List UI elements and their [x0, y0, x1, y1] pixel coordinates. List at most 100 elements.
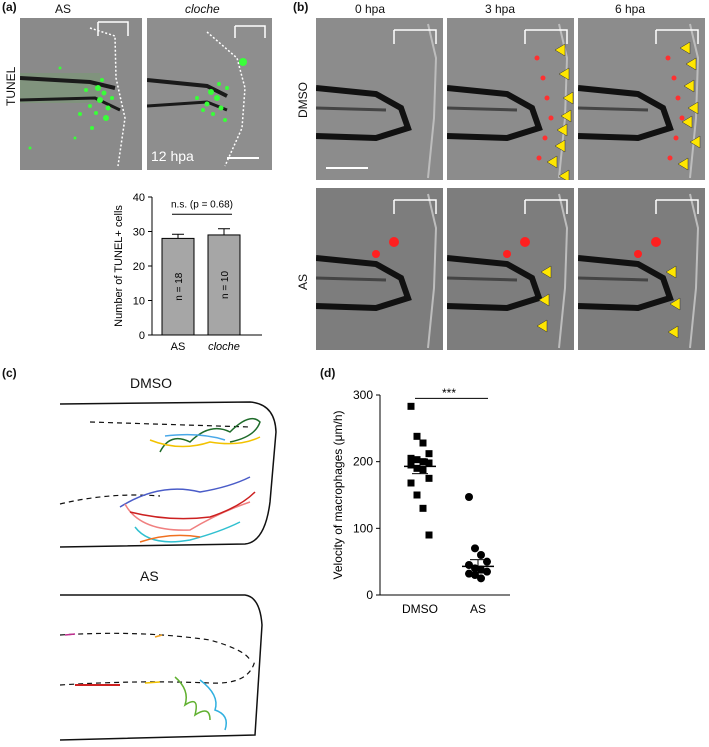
micrograph-as-3hpa: [447, 188, 574, 350]
scale-bracket: [524, 199, 568, 214]
y-tick-label: 100: [353, 521, 373, 535]
yellow-arrowhead: [560, 109, 572, 123]
red-cell: [548, 115, 554, 121]
red-cell: [542, 135, 548, 141]
data-point-DMSO: [425, 459, 433, 467]
data-point-DMSO: [413, 491, 421, 499]
significance-label: n.s. (p = 0.68): [171, 199, 233, 210]
yellow-arrowhead: [554, 43, 566, 57]
panel-c-title-as: AS: [140, 568, 159, 584]
yellow-arrowhead: [681, 115, 693, 129]
panel-b-label: (b): [293, 0, 309, 14]
data-point-DMSO: [407, 461, 415, 469]
yellow-arrowhead: [689, 135, 701, 149]
micrograph-dmso-3hpa: [447, 18, 574, 180]
data-point-DMSO: [407, 402, 415, 410]
time-label: 12 hpa: [151, 148, 194, 164]
red-cell: [389, 237, 399, 247]
data-point-DMSO: [413, 432, 421, 440]
data-point-AS: [471, 544, 479, 553]
red-cell: [665, 55, 671, 61]
red-cell: [675, 95, 681, 101]
bar-n-label: n = 10: [220, 271, 231, 300]
yellow-arrowhead: [683, 79, 695, 93]
y-axis-label: Number of TUNEL+ cells: [113, 205, 125, 327]
red-cell: [667, 155, 673, 161]
red-cell: [544, 95, 550, 101]
tunel-cloche-image: 12 hpa: [147, 18, 272, 170]
red-cell: [679, 115, 685, 121]
yellow-arrowhead: [558, 169, 570, 180]
yellow-arrowhead: [687, 101, 699, 115]
x-tick-label: AS: [470, 602, 486, 616]
yellow-arrowhead: [685, 57, 697, 71]
data-point-AS: [483, 567, 491, 576]
data-point-DMSO: [407, 479, 415, 487]
micrograph-dmso-6hpa: [578, 18, 705, 180]
y-tick-label: 30: [133, 227, 145, 239]
y-tick-label: 300: [353, 388, 373, 402]
red-cell: [372, 250, 380, 258]
x-tick-label: AS: [171, 341, 186, 353]
yellow-arrowhead: [677, 157, 689, 171]
data-point-DMSO: [413, 456, 421, 464]
data-point-AS: [483, 557, 491, 566]
panel-a-col-label-as: AS: [55, 2, 72, 16]
red-cell: [520, 237, 530, 247]
y-tick-label: 40: [133, 192, 145, 204]
yellow-arrowhead: [546, 155, 558, 169]
data-point-DMSO: [419, 439, 427, 447]
yellow-arrowhead: [538, 293, 550, 307]
macrophage-tracks-as: [59, 594, 263, 741]
panel-a-row-label: TUNEL: [4, 66, 18, 106]
data-point-DMSO: [419, 458, 427, 466]
scale-bracket: [655, 29, 699, 44]
panel-b-col-label-0: 0 hpa: [355, 2, 386, 16]
scale-bracket: [393, 199, 437, 214]
yellow-arrowhead: [554, 139, 566, 153]
red-cell: [634, 250, 642, 258]
red-cell: [651, 237, 661, 247]
data-point-DMSO: [419, 504, 427, 512]
red-cell: [536, 155, 542, 161]
panel-a-label: (a): [2, 0, 17, 14]
data-point-AS: [465, 493, 473, 501]
tunel-count-bar-chart: 0 10 20 30 40 n = 18 AS n = 10 cloche n.s. (p = 0…: [113, 192, 262, 353]
yellow-arrowhead: [669, 297, 681, 311]
y-tick-label: 20: [133, 261, 145, 273]
yellow-arrowhead: [556, 123, 568, 137]
red-cell: [534, 55, 540, 61]
y-tick-label: 0: [366, 588, 373, 602]
y-axis-label: Velocity of macrophages (μm/h): [331, 411, 345, 580]
tunel-as-image: [20, 18, 142, 170]
panel-b-row-label-dmso: DMSO: [296, 82, 310, 118]
data-point-AS: [477, 574, 485, 583]
panel-b-row-label-as: AS: [296, 273, 310, 290]
data-point-DMSO: [425, 450, 433, 458]
y-tick-label: 0: [139, 330, 145, 342]
y-tick-label: 10: [133, 296, 145, 308]
panel-a-col-label-cloche: cloche: [185, 2, 220, 16]
y-tick-label: 200: [353, 455, 373, 469]
data-point-DMSO: [419, 466, 427, 474]
yellow-arrowhead: [558, 67, 570, 81]
macrophage-tracks-dmso: [59, 401, 277, 548]
panel-c-label: (c): [2, 366, 17, 380]
panel-b-col-label-6: 6 hpa: [615, 2, 646, 16]
yellow-arrowhead: [540, 265, 552, 279]
red-cell: [673, 135, 679, 141]
yellow-arrowhead: [667, 325, 679, 339]
yellow-arrowhead: [665, 265, 677, 279]
data-point-DMSO: [425, 474, 433, 482]
red-cell: [503, 250, 511, 258]
micrograph-dmso-0hpa: [316, 18, 443, 180]
yellow-arrowhead: [536, 319, 548, 333]
micrograph-as-0hpa: [316, 188, 443, 350]
red-cell: [540, 75, 546, 81]
panel-d-label: (d): [320, 366, 336, 380]
panel-c-title-dmso: DMSO: [130, 375, 172, 391]
scale-bracket: [524, 29, 568, 44]
data-point-DMSO: [413, 464, 421, 472]
yellow-arrowhead: [562, 91, 574, 105]
x-tick-label: DMSO: [402, 602, 438, 616]
